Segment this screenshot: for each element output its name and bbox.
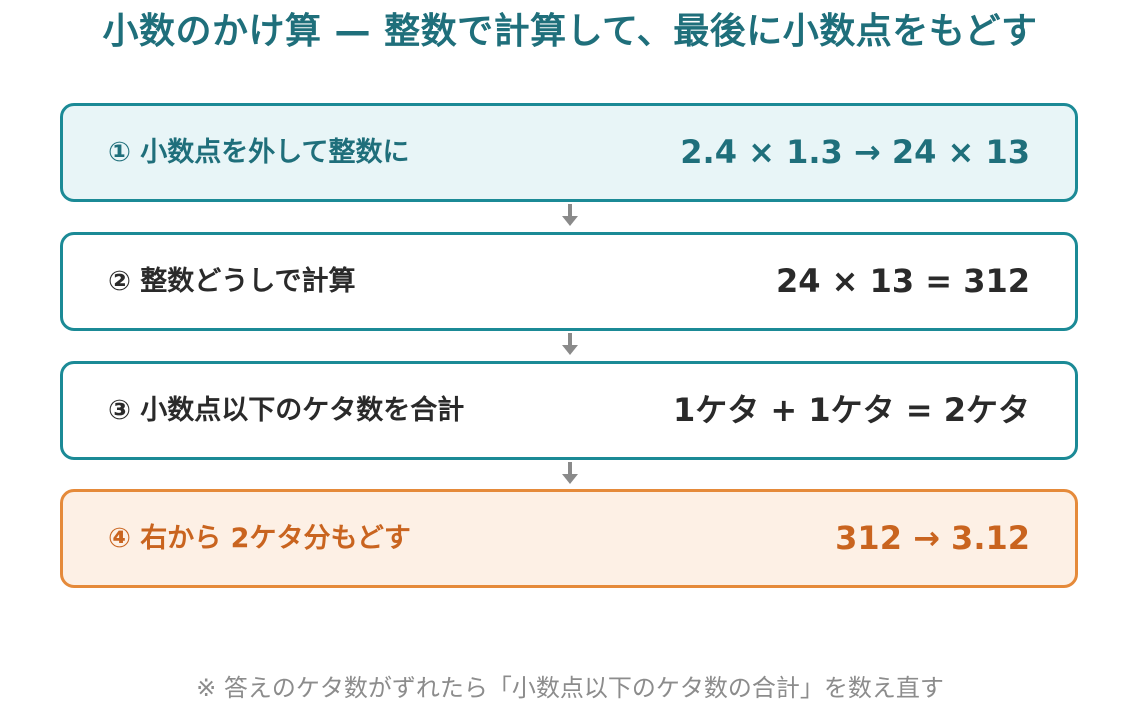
step-3-box: ③ 小数点以下のケタ数を合計 1ケタ + 1ケタ = 2ケタ [60, 361, 1078, 460]
step-3-expression: 1ケタ + 1ケタ = 2ケタ [673, 391, 1030, 429]
down-arrow-icon [562, 204, 578, 230]
down-arrow-icon [562, 462, 578, 488]
step-2-box: ② 整数どうしで計算 24 × 13 = 312 [60, 232, 1078, 331]
step-4-box: ④ 右から 2ケタ分もどす 312 → 3.12 [60, 489, 1078, 588]
down-arrow-icon [562, 333, 578, 359]
footnote: ※ 答えのケタ数がずれたら「小数点以下のケタ数の合計」を数え直す [196, 674, 944, 702]
step-2-expression: 24 × 13 = 312 [775, 262, 1030, 300]
step-1-box: ① 小数点を外して整数に 2.4 × 1.3 → 24 × 13 [60, 103, 1078, 202]
step-3-label: ③ 小数点以下のケタ数を合計 [108, 395, 465, 426]
step-4-label: ④ 右から 2ケタ分もどす [108, 523, 411, 554]
step-1-expression: 2.4 × 1.3 → 24 × 13 [680, 133, 1030, 171]
step-2-label: ② 整数どうしで計算 [108, 266, 356, 297]
step-4-expression: 312 → 3.12 [835, 519, 1030, 557]
page-title: 小数のかけ算 — 整数で計算して、最後に小数点をもどす [102, 11, 1038, 52]
step-1-label: ① 小数点を外して整数に [108, 137, 410, 168]
